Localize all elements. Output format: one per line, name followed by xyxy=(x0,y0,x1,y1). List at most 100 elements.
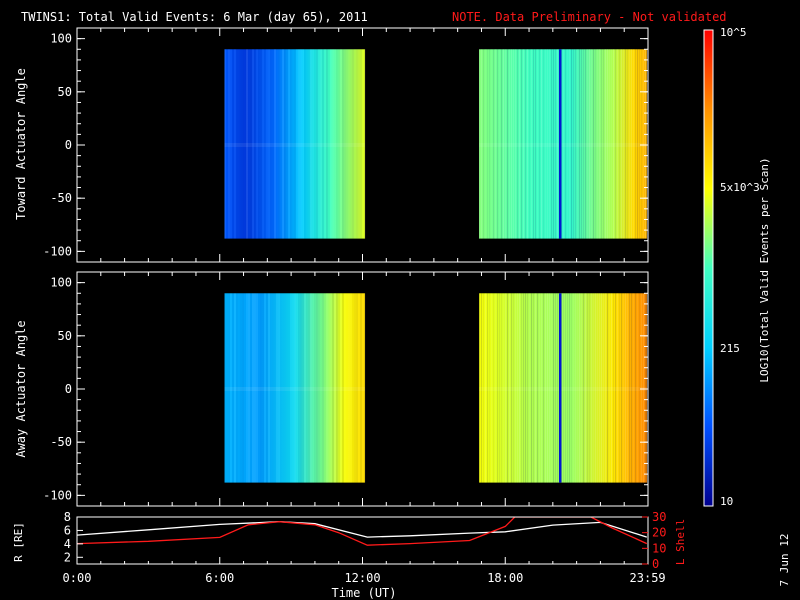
data-streak xyxy=(282,293,284,483)
data-streak xyxy=(635,49,637,239)
data-streak xyxy=(513,293,515,483)
data-streak xyxy=(258,49,260,239)
data-streak xyxy=(613,293,615,483)
data-streak xyxy=(314,49,316,239)
data-streak xyxy=(571,49,573,239)
toward-panel: 100 50 0 -50 -100 xyxy=(43,27,649,263)
data-streak xyxy=(507,49,509,239)
data-streak xyxy=(545,49,547,239)
spike-line xyxy=(558,293,562,483)
data-streak xyxy=(262,49,264,239)
data-streak xyxy=(547,293,549,483)
data-streak xyxy=(557,293,559,483)
data-streak xyxy=(288,293,290,483)
data-streak xyxy=(629,293,631,483)
colorbar: 10^5 5x10^3 215 10 LOG10(Total Valid Eve… xyxy=(703,26,771,508)
data-streak xyxy=(304,49,306,239)
data-streak xyxy=(601,49,603,239)
data-streak xyxy=(511,293,513,483)
data-streak xyxy=(631,293,633,483)
data-streak xyxy=(583,49,585,239)
data-streak xyxy=(364,293,366,483)
data-streak xyxy=(573,293,575,483)
data-streak xyxy=(623,293,625,483)
data-streak xyxy=(324,49,326,239)
data-streak xyxy=(631,49,633,239)
data-streak xyxy=(551,293,553,483)
data-streak xyxy=(557,49,559,239)
data-streak xyxy=(260,49,262,239)
data-streak xyxy=(340,49,342,239)
data-streak xyxy=(523,293,525,483)
data-streak xyxy=(340,293,342,483)
right-y-tick-label: 30 xyxy=(652,510,666,524)
away-ylabel: Away Actuator Angle xyxy=(14,320,28,457)
data-streak xyxy=(364,49,366,239)
left-y-tick-label: 8 xyxy=(64,510,71,524)
data-streak xyxy=(264,293,266,483)
data-streak xyxy=(639,293,641,483)
data-streak xyxy=(597,49,599,239)
data-streak xyxy=(497,293,499,483)
left-y-tick-label: 6 xyxy=(64,523,71,537)
data-streak xyxy=(607,293,609,483)
data-streak xyxy=(633,49,635,239)
data-streak xyxy=(577,49,579,239)
data-streak xyxy=(254,293,256,483)
data-streak xyxy=(308,49,310,239)
x-tick-label: 18:00 xyxy=(487,571,523,585)
data-streak xyxy=(304,293,306,483)
data-streak xyxy=(479,49,481,239)
data-streak xyxy=(344,49,346,239)
data-streak xyxy=(481,49,483,239)
data-streak xyxy=(585,293,587,483)
left-y-tick-label: 4 xyxy=(64,537,71,551)
data-streak xyxy=(280,293,282,483)
data-streak xyxy=(595,49,597,239)
data-streak xyxy=(316,49,318,239)
data-streak xyxy=(571,293,573,483)
data-streak xyxy=(525,293,527,483)
data-streak xyxy=(260,293,262,483)
data-streak xyxy=(497,49,499,239)
data-streak xyxy=(272,49,274,239)
data-streak xyxy=(493,293,495,483)
data-streak xyxy=(306,293,308,483)
right-y-tick-label: 20 xyxy=(652,526,666,540)
data-streak xyxy=(569,49,571,239)
data-streak xyxy=(531,293,533,483)
r-series-line xyxy=(77,521,647,538)
data-streak xyxy=(627,49,629,239)
colorbar-scale xyxy=(703,29,714,507)
data-streak xyxy=(298,293,300,483)
data-streak xyxy=(641,293,643,483)
data-streak xyxy=(244,49,246,239)
data-streak xyxy=(362,49,364,239)
data-streak xyxy=(607,49,609,239)
right-y-tick-label: 0 xyxy=(652,557,659,571)
data-streak xyxy=(591,293,593,483)
data-streak xyxy=(617,293,619,483)
data-streak xyxy=(499,293,501,483)
data-segment xyxy=(224,293,365,483)
data-streak xyxy=(485,293,487,483)
colorbar-tick-min: 10 xyxy=(720,495,733,508)
data-streak xyxy=(244,293,246,483)
data-streak xyxy=(224,293,226,483)
data-streak xyxy=(350,293,352,483)
data-streak xyxy=(533,49,535,239)
toward-ylabel: Toward Actuator Angle xyxy=(14,68,28,220)
data-streak xyxy=(553,49,555,239)
data-streak xyxy=(234,293,236,483)
data-streak xyxy=(248,49,250,239)
data-streak xyxy=(637,49,639,239)
data-streak xyxy=(302,293,304,483)
data-streak xyxy=(272,293,274,483)
data-streak xyxy=(483,293,485,483)
data-streak xyxy=(342,293,344,483)
data-streak xyxy=(262,293,264,483)
orbit-right-ylabel: L Shell xyxy=(674,519,687,565)
data-streak xyxy=(274,293,276,483)
data-streak xyxy=(248,293,250,483)
data-streak xyxy=(587,293,589,483)
